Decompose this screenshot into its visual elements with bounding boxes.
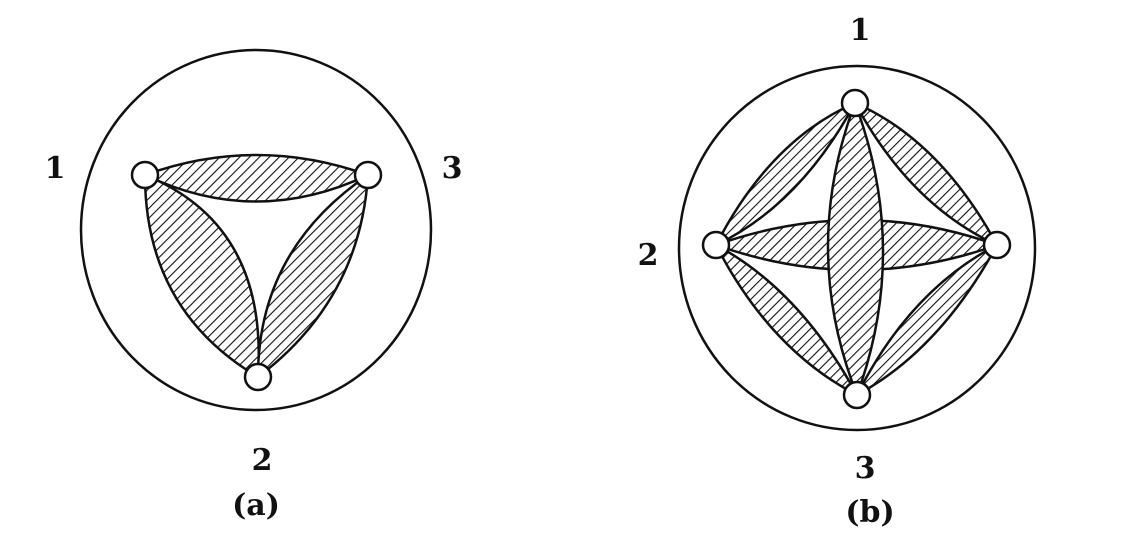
diagram-a-outer-circle [79,48,433,412]
diagram-a-node-3 [353,160,383,190]
diagram-b-node-2 [701,230,731,260]
diagram-a-label-3: 3 [442,151,463,186]
diagram-b-label-2: 2 [638,238,659,273]
diagram-b-lens-vertical [826,101,885,397]
diagram-a-lens-3-2 [256,173,370,379]
diagram-b-label-1: 1 [850,13,871,48]
diagram-a-node-2 [243,362,273,392]
diagram-a: 1 3 2 (a) [45,48,463,523]
diagram-b-node-3 [842,380,872,410]
diagram-b-node-right [982,230,1012,260]
diagram-b-label-3: 3 [855,451,876,486]
diagram-a-lens-1-2 [143,173,260,379]
diagram-b-node-1 [840,88,870,118]
diagram-b-caption: (b) [845,495,894,530]
diagram-a-node-1 [130,160,160,190]
diagram-a-caption: (a) [232,488,280,523]
diagram-b: 1 2 3 (b) [638,13,1037,530]
diagram-a-label-2: 2 [252,443,273,478]
diagram-a-label-1: 1 [45,151,66,186]
diagram-b-outer-circle [677,64,1037,432]
